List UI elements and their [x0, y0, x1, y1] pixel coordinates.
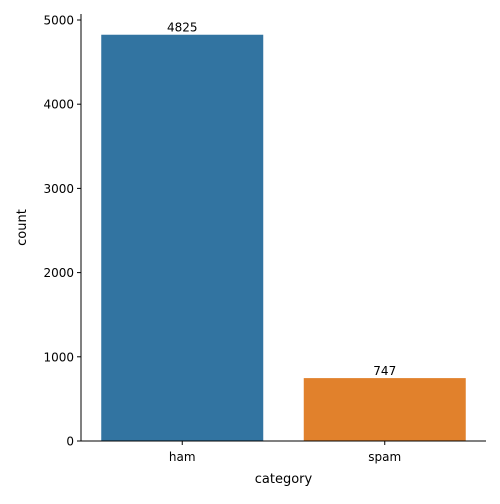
bar-value-labels: 4825 747 — [167, 21, 396, 378]
bars-group — [101, 34, 466, 442]
bar-value-label-ham: 4825 — [167, 21, 198, 35]
y-axis-ticks: 0 1000 2000 3000 4000 5000 — [43, 14, 81, 449]
y-tick-label: 0 — [66, 435, 74, 449]
x-tick-label-spam: spam — [368, 450, 401, 464]
bar-value-label-spam: 747 — [373, 364, 396, 378]
x-axis-title: category — [255, 472, 313, 487]
x-axis-ticks: ham spam — [169, 441, 401, 464]
y-tick-label: 1000 — [43, 350, 74, 364]
x-tick-label-ham: ham — [169, 450, 196, 464]
bar-ham — [101, 34, 264, 442]
bar-spam — [303, 378, 466, 441]
y-tick-label: 2000 — [43, 266, 74, 280]
y-tick-label: 3000 — [43, 182, 74, 196]
y-axis-title: count — [15, 209, 30, 246]
y-tick-label: 5000 — [43, 14, 74, 28]
y-tick-label: 4000 — [43, 98, 74, 112]
